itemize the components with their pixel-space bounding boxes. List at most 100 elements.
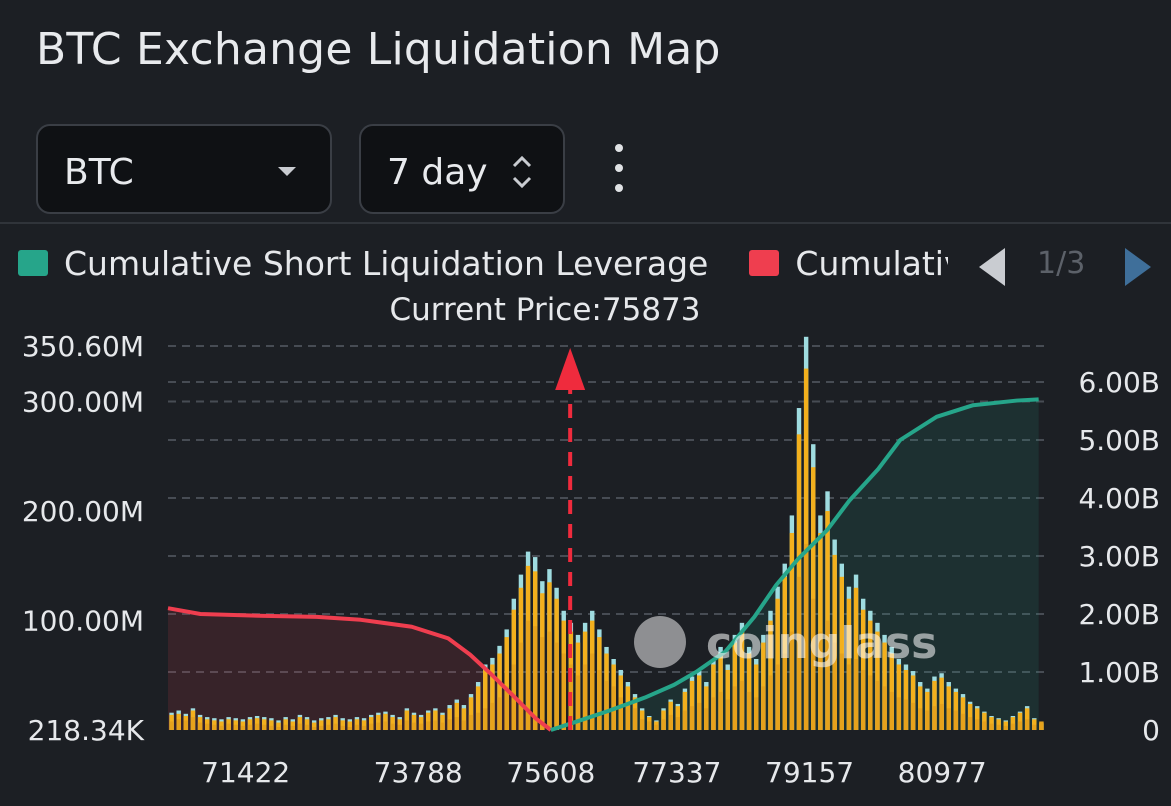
liquidation-bar	[989, 717, 994, 730]
liquidation-bar	[361, 720, 367, 730]
liquidation-bar	[1024, 719, 1030, 730]
liquidation-bar	[789, 532, 795, 730]
long-cumulative-line	[167, 606, 553, 732]
coinglass-logo-icon	[634, 616, 686, 668]
triangle-right-icon[interactable]	[1121, 246, 1153, 288]
legend-label-short: Cumulative Short Liquidation Leverage	[64, 244, 709, 283]
liquidation-bar	[761, 642, 766, 730]
kebab-dot-icon	[615, 184, 623, 192]
liquidation-bar	[219, 721, 224, 730]
liquidation-bar	[233, 724, 238, 730]
liquidation-bar	[169, 721, 174, 730]
liquidation-bar	[860, 609, 866, 730]
right-axis-tick: 4.00B	[1078, 482, 1160, 515]
liquidation-bar	[447, 708, 452, 730]
x-axis-tick: 71422	[201, 756, 290, 789]
up-down-icon	[512, 155, 532, 189]
liquidation-bar	[696, 675, 702, 730]
liquidation-bar	[183, 720, 189, 730]
liquidation-bar	[782, 576, 787, 730]
liquidation-bar	[989, 723, 994, 730]
left-axis-tick: 200.00M	[22, 495, 144, 528]
liquidation-bar	[661, 719, 666, 730]
liquidation-bar	[696, 702, 702, 730]
liquidation-bar	[262, 724, 267, 730]
liquidation-bar	[347, 721, 353, 730]
liquidation-bar	[1003, 721, 1008, 730]
legend-swatch-short	[18, 250, 48, 276]
liquidation-bar	[390, 723, 395, 730]
liquidation-bar	[354, 719, 360, 730]
liquidation-bar	[711, 697, 716, 730]
liquidation-bar	[219, 725, 224, 730]
liquidation-bar	[354, 724, 360, 730]
liquidation-bar	[746, 653, 752, 730]
liquidation-bar	[825, 511, 830, 730]
liquidation-bar	[882, 642, 887, 730]
liquidation-bar	[376, 714, 381, 730]
liquidation-bar	[932, 680, 937, 730]
liquidation-bar	[896, 697, 902, 730]
triangle-left-icon[interactable]	[977, 246, 1009, 288]
liquidation-bar	[853, 587, 859, 730]
liquidation-bar	[525, 620, 531, 730]
legend-item-short[interactable]: Cumulative Short Liquidation Leverage	[18, 244, 708, 283]
liquidation-bar	[918, 708, 923, 730]
x-axis-tick: 75608	[506, 756, 595, 789]
liquidation-bar	[625, 702, 631, 730]
liquidation-bar	[554, 642, 559, 730]
liquidation-bar	[910, 702, 916, 730]
liquidation-bar	[839, 576, 844, 730]
liquidation-bar	[982, 712, 987, 730]
liquidation-bar	[212, 724, 217, 730]
liquidation-bar	[297, 717, 303, 730]
liquidation-bar	[497, 653, 502, 730]
liquidation-bar	[746, 691, 752, 730]
range-select[interactable]: 7 day	[359, 124, 565, 214]
liquidation-bar	[333, 723, 338, 730]
liquidation-bar	[996, 724, 1001, 730]
liquidation-bar	[304, 724, 310, 730]
liquidation-bar	[304, 719, 310, 730]
liquidation-bar	[732, 686, 738, 730]
liquidation-bar	[889, 653, 894, 730]
liquidation-bar	[240, 721, 246, 730]
legend-item-long[interactable]: Cumulative Long Liquidation Leverage	[749, 244, 948, 283]
liquidation-bar	[668, 714, 673, 730]
liquidation-bar	[426, 712, 431, 730]
left-axis-tick: 100.00M	[22, 605, 144, 638]
right-axis-tick: 3.00B	[1078, 540, 1160, 573]
liquidation-bar	[461, 708, 467, 730]
liquidation-bar	[575, 675, 581, 730]
liquidation-bar	[347, 726, 353, 730]
liquidation-bar	[326, 719, 331, 730]
liquidation-bar	[269, 720, 274, 730]
liquidation-bar	[1032, 724, 1037, 730]
liquidation-bar	[1003, 725, 1008, 730]
legend-pager: 1/3	[975, 244, 1165, 288]
chart-legend: Cumulative Short Liquidation Leverage Cu…	[18, 244, 948, 288]
liquidation-bar	[718, 691, 723, 730]
liquidation-chart: 350.60M 300.00M 200.00M 100.00M 218.34K 6.00B…	[22, 330, 1160, 789]
coin-select[interactable]: BTC	[36, 124, 332, 214]
page-title: BTC Exchange Liquidation Map	[36, 24, 721, 75]
liquidation-bar	[918, 686, 923, 730]
liquidation-bar	[960, 697, 966, 730]
liquidation-bar	[283, 719, 288, 730]
more-options-button[interactable]	[604, 144, 634, 194]
liquidation-bar	[590, 653, 595, 730]
liquidation-bar	[1032, 719, 1037, 730]
liquidation-bar	[369, 723, 374, 730]
liquidation-bar	[967, 717, 973, 730]
liquidation-bar	[839, 653, 844, 730]
liquidation-bar	[190, 717, 196, 730]
left-axis-tick: 350.60M	[22, 330, 144, 363]
liquidation-bar	[490, 664, 495, 730]
liquidation-bar	[532, 626, 538, 730]
liquidation-bar	[618, 697, 623, 730]
liquidation-bar	[725, 699, 730, 730]
liquidation-bar	[361, 725, 367, 730]
liquidation-bar	[811, 467, 816, 730]
liquidation-bar	[846, 664, 852, 730]
liquidation-bar	[240, 725, 246, 730]
